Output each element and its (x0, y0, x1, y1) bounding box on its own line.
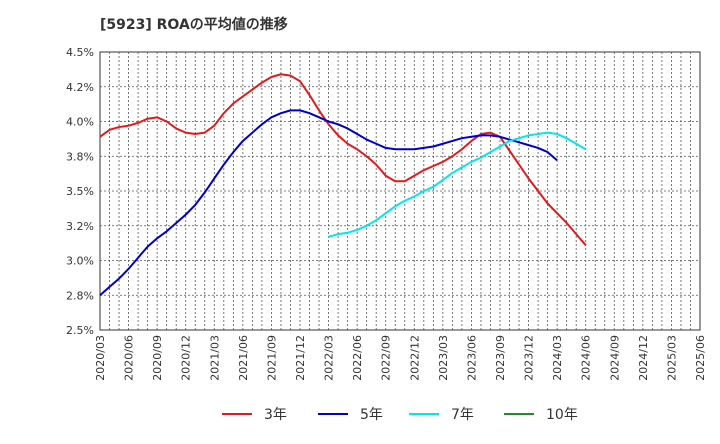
x-tick-label: 2023/06 (465, 335, 478, 381)
x-tick-label: 2022/06 (351, 335, 364, 381)
y-tick-label: 4.2% (66, 81, 94, 94)
x-tick-label: 2021/09 (265, 335, 278, 381)
x-tick-label: 2022/03 (323, 335, 336, 381)
x-tick-label: 2025/03 (665, 335, 678, 381)
y-tick-label: 3.0% (66, 255, 94, 268)
x-tick-label: 2025/06 (694, 335, 707, 381)
x-tick-label: 2023/03 (437, 335, 450, 381)
x-axis-ticks: 2020/03 2020/06 2020/09 2020/12 2021/03 2021/… (94, 335, 707, 381)
y-tick-label: 2.8% (66, 289, 94, 302)
x-tick-label: 2023/09 (494, 335, 507, 381)
x-tick-label: 2022/09 (380, 335, 393, 381)
grid-lines (100, 52, 700, 330)
y-tick-label: 4.5% (66, 46, 94, 59)
x-tick-label: 2023/12 (523, 335, 536, 381)
series-line-3 (328, 131, 587, 238)
y-tick-label: 2.5% (66, 324, 94, 337)
x-tick-label: 2024/12 (637, 335, 650, 381)
x-tick-label: 2021/03 (208, 335, 221, 381)
x-tick-label: 2020/09 (151, 335, 164, 381)
x-tick-label: 2021/06 (237, 335, 250, 381)
legend-label: 5年 (360, 407, 383, 423)
legend-label: 10年 (546, 407, 578, 423)
x-tick-label: 2022/12 (408, 335, 421, 381)
x-tick-label: 2021/12 (294, 335, 307, 381)
legend-label: 3年 (264, 407, 287, 423)
y-tick-label: 3.5% (66, 185, 94, 198)
legend-label: 7年 (451, 407, 474, 423)
y-tick-label: 4.0% (66, 116, 94, 129)
x-tick-label: 2020/06 (123, 335, 136, 381)
x-tick-label: 2020/03 (94, 335, 107, 381)
series-lines (99, 73, 587, 297)
chart-title: [5923] ROAの平均値の推移 (100, 16, 288, 33)
x-tick-label: 2024/06 (580, 335, 593, 381)
x-tick-label: 2024/09 (608, 335, 621, 381)
x-tick-label: 2024/03 (551, 335, 564, 381)
series-line-2 (99, 109, 558, 297)
x-tick-label: 2020/12 (180, 335, 193, 381)
y-tick-label: 3.2% (66, 220, 94, 233)
y-axis-ticks: 2.5% 2.8% 3.0% 3.2% 3.5% 3.8% 4.0% 4.2% 4.5% (66, 46, 94, 337)
legend: 3年 5年 7年 10年 (222, 407, 578, 423)
y-tick-label: 3.8% (66, 150, 94, 163)
